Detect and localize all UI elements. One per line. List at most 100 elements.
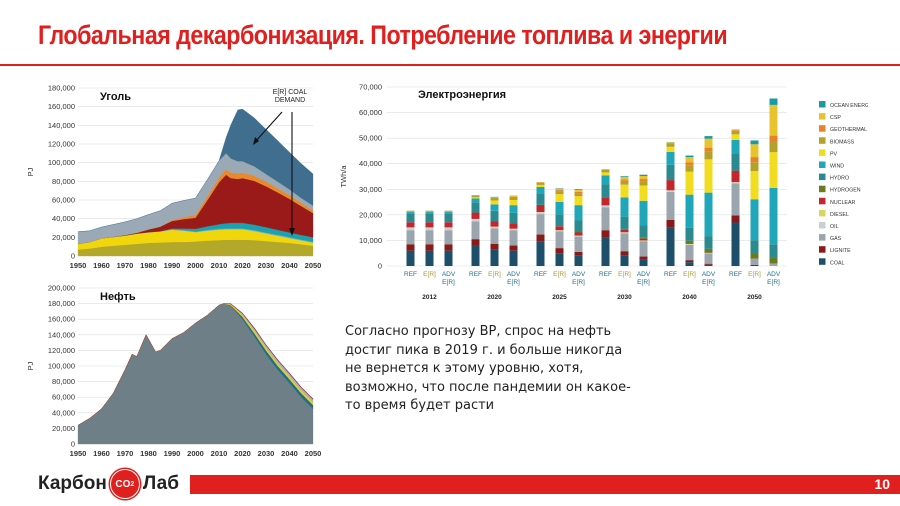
x-tick-label: 2000: [187, 261, 204, 270]
bar-2020-segment: [490, 196, 499, 198]
bar-2025-segment: [574, 232, 583, 236]
x-tick-label: 2020: [234, 261, 251, 270]
bar-2012-segment: [444, 250, 453, 266]
bar-2025-segment: [574, 190, 583, 192]
y-tick-label: 160,000: [48, 315, 75, 324]
y-tick-label: 20,000: [52, 424, 75, 433]
bar-2012-segment: [425, 222, 434, 228]
bar-2040-segment: [666, 143, 675, 147]
footer-bar: 10: [190, 475, 900, 494]
bar-2040-segment: [685, 157, 694, 163]
bp-forecast-note: Согласно прогнозу BP, спрос на нефть дос…: [345, 324, 631, 413]
y-tick-label: 80,000: [52, 177, 75, 186]
electricity-chart-title: Электроэнергия: [418, 89, 506, 101]
bar-2030-segment: [620, 177, 629, 180]
bar-2040-segment: [685, 244, 694, 245]
legend-label: GAS: [830, 236, 842, 242]
bar-2012-segment: [425, 244, 434, 251]
y-tick-label: 70,000: [359, 83, 382, 92]
bar-2012-segment: [425, 230, 434, 245]
bar-2020-segment: [509, 228, 518, 231]
bar-2050-segment: [731, 130, 740, 131]
bar-2025-segment: [555, 248, 564, 254]
bar-2012-segment: [425, 213, 434, 223]
bar-2025-segment: [574, 255, 583, 266]
bar-2030-segment: [639, 237, 648, 239]
logo-word-left: Карбон: [38, 473, 107, 494]
x-tick-label: 2040: [281, 449, 298, 458]
y-tick-label: 200,000: [48, 284, 75, 293]
legend-swatch: [819, 209, 826, 217]
bar-2020-segment: [490, 200, 499, 205]
page-title: Глобальная декарбонизация. Потребление т…: [38, 20, 728, 50]
bar-2030-segment: [639, 225, 648, 238]
x-tick-label: 2000: [187, 449, 204, 458]
bar-2025-segment: [555, 191, 564, 195]
scenario-label: ADV: [637, 271, 651, 278]
bar-2012-segment: [444, 213, 453, 223]
legend-swatch: [819, 185, 826, 193]
legend-swatch: [819, 161, 826, 168]
bar-2025-segment: [536, 214, 545, 235]
carbonlab-logo: Карбон CO 2 Лаб: [38, 469, 179, 499]
y-tick-label: 0: [378, 262, 382, 271]
bar-2012-segment: [406, 212, 415, 214]
bar-2012-segment: [425, 227, 434, 231]
bar-2050-segment: [731, 129, 740, 131]
legend-label: HYDROGEN: [830, 188, 861, 194]
bar-2020-segment: [490, 204, 499, 211]
bar-2020-segment: [490, 221, 499, 227]
bar-2012-segment: [425, 212, 434, 214]
bar-2050-segment: [750, 264, 759, 266]
y-tick-label: 140,000: [48, 330, 75, 339]
bar-2040-segment: [704, 264, 713, 266]
bar-2030-segment: [620, 197, 629, 217]
bar-2050-segment: [731, 222, 740, 266]
bar-2050-segment: [750, 157, 759, 163]
bar-2030-segment: [639, 259, 648, 266]
bar-2012-segment: [444, 227, 453, 231]
bar-2030-segment: [620, 251, 629, 256]
bar-2050-segment: [769, 244, 778, 258]
co2-badge-text: CO: [115, 478, 131, 490]
bar-2050-segment: [769, 141, 778, 153]
x-tick-label: 1950: [70, 449, 87, 458]
legend-label: DIESEL: [830, 212, 849, 218]
bar-2025-segment: [536, 241, 545, 266]
coal-chart: 0 20,000 40,000 60,000 80,000 100,000 120,000 1…: [26, 84, 321, 271]
bar-2030-segment: [639, 256, 648, 260]
scenario-label: E[R]: [618, 271, 631, 278]
legend-swatch: [819, 149, 826, 156]
bar-2020-segment: [471, 202, 480, 213]
bar-2040-segment: [704, 136, 713, 139]
bar-2040-segment: [704, 151, 713, 160]
x-tick-label: 2010: [211, 449, 228, 458]
scenario-label: REF: [469, 271, 482, 278]
page-number: 10: [874, 476, 890, 492]
bar-2050-segment: [731, 130, 740, 135]
bar-2040-segment: [666, 143, 675, 144]
x-tick-label: 1950: [70, 261, 87, 270]
bar-2030-segment: [620, 184, 629, 198]
bar-2020-segment: [471, 198, 480, 203]
bar-2012-segment: [444, 212, 453, 214]
bar-2030-segment: [639, 179, 648, 182]
bar-2030-segment: [620, 176, 629, 178]
y-tick-label: 30,000: [359, 185, 382, 194]
bar-2025-segment: [555, 201, 564, 215]
legend-swatch: [819, 258, 826, 265]
bar-2020-segment: [490, 226, 499, 229]
bar-2025-segment: [536, 182, 545, 185]
bar-2030-segment: [601, 184, 610, 198]
bar-2025-segment: [555, 188, 564, 189]
scenario-label: ADV: [702, 271, 716, 278]
bar-2050-segment: [750, 171, 759, 200]
bar-2030-segment: [639, 200, 648, 226]
y-tick-label: 60,000: [359, 108, 382, 117]
bar-2025-segment: [574, 251, 583, 256]
legend-label: OCEAN ENERGY: [830, 103, 868, 109]
legend-swatch: [819, 125, 826, 132]
coal-annotation-line: E[R] COAL: [273, 89, 308, 96]
bar-2050-segment: [731, 215, 740, 223]
bar-2050-segment: [750, 162, 759, 172]
